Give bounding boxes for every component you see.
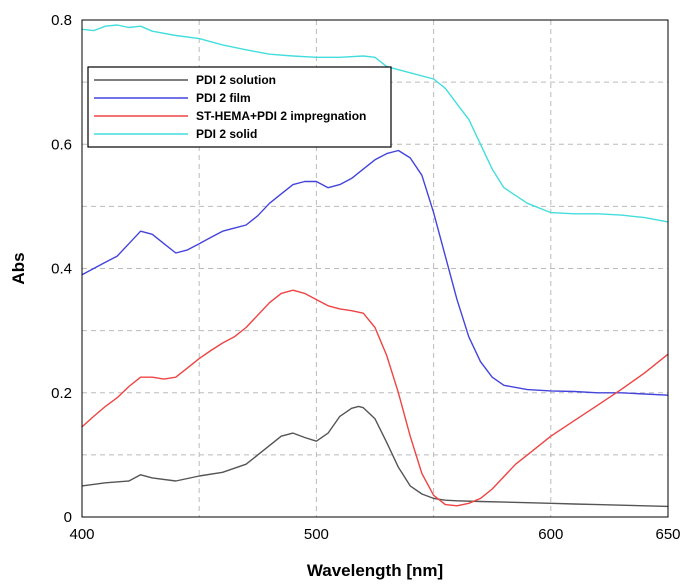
- x-axis-ticks: 400 500 600 650: [69, 526, 680, 543]
- legend: PDI 2 solution PDI 2 film ST-HEMA+PDI 2 im…: [87, 66, 392, 148]
- series-line-3: [81, 289, 669, 507]
- plot-area: [81, 24, 669, 508]
- legend-label: PDI 2 film: [196, 91, 251, 105]
- x-axis-label: Wavelength [nm]: [307, 561, 443, 580]
- legend-label: ST-HEMA+PDI 2 impregnation: [196, 109, 366, 123]
- plot-frame: [81, 19, 669, 518]
- y-axis-label: Abs: [9, 252, 28, 284]
- y-tick-label: 0.8: [51, 12, 72, 29]
- x-tick-label: 500: [304, 526, 329, 543]
- y-tick-label: 0.4: [51, 261, 72, 278]
- legend-label: PDI 2 solution: [196, 73, 276, 87]
- y-axis-ticks: 0 0.2 0.4 0.6 0.8: [51, 12, 72, 526]
- y-tick-label: 0.2: [51, 385, 72, 402]
- grid: [82, 20, 668, 517]
- x-tick-label: 650: [655, 526, 680, 543]
- y-tick-label: 0: [64, 509, 72, 526]
- series-line-4: [81, 24, 669, 223]
- legend-label: PDI 2 solid: [196, 127, 257, 141]
- series-line-2: [81, 149, 669, 396]
- x-tick-label: 400: [69, 526, 94, 543]
- y-tick-label: 0.6: [51, 136, 72, 153]
- series-line-1: [81, 405, 669, 508]
- x-tick-label: 600: [538, 526, 563, 543]
